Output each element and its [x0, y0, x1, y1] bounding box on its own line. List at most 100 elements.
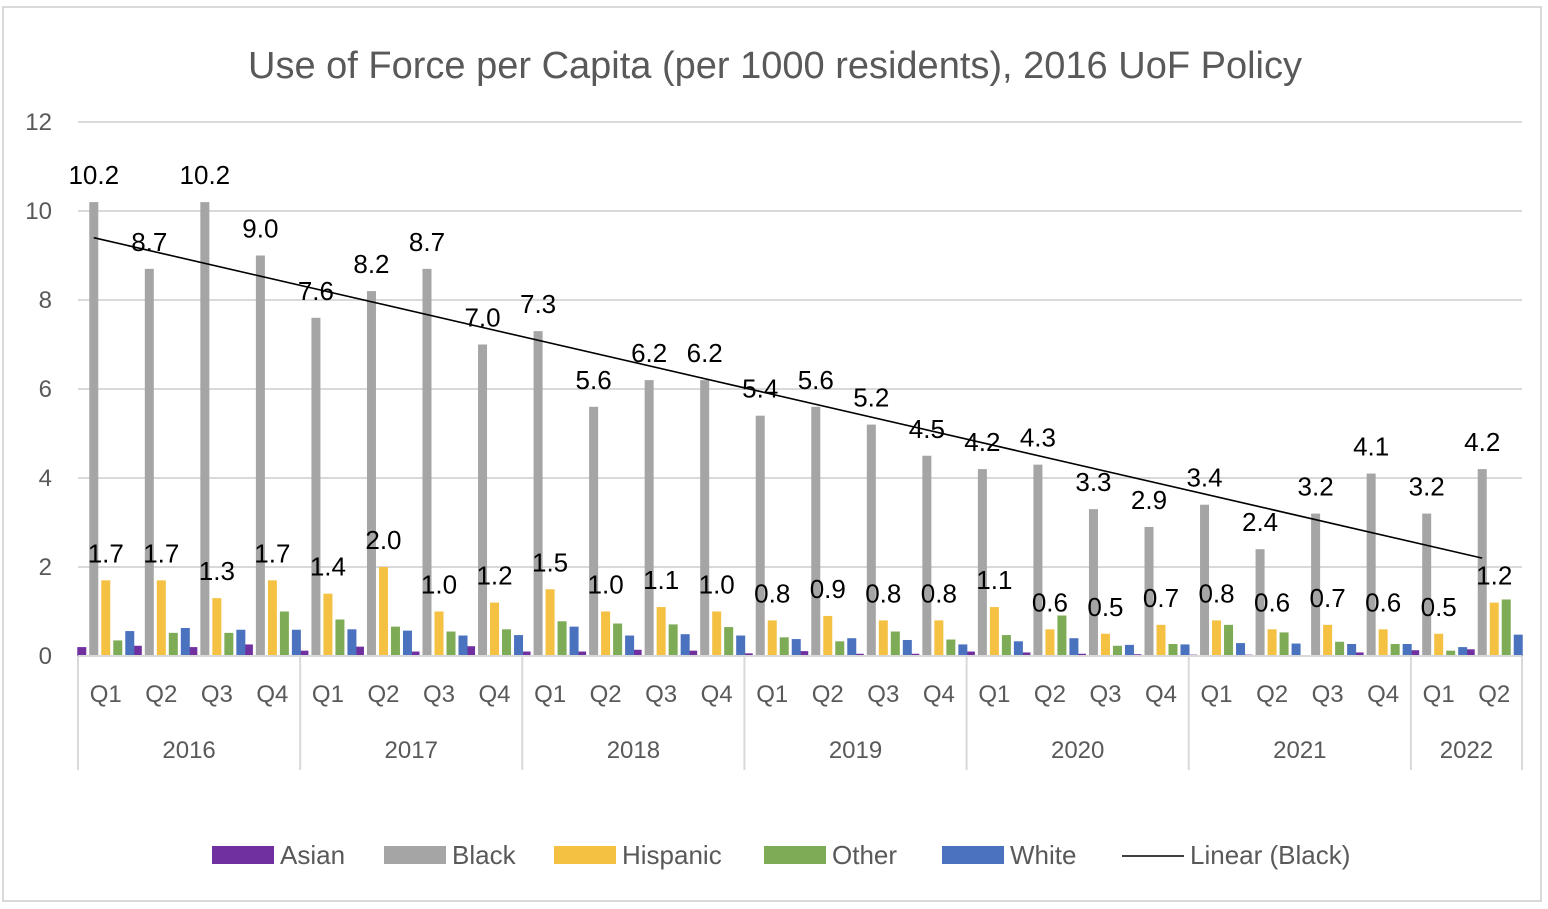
bar-white — [680, 634, 690, 656]
bar-white — [569, 626, 579, 656]
bar-black — [644, 380, 654, 656]
bar-white — [1513, 634, 1523, 656]
data-label-hispanic: 0.6 — [1032, 587, 1068, 617]
bar-other — [1057, 615, 1067, 656]
bar-hispanic — [545, 589, 555, 656]
legend-swatch-black — [384, 846, 446, 864]
quarter-tick-label: Q4 — [479, 681, 511, 708]
bar-black — [255, 255, 265, 656]
data-label-black: 5.4 — [742, 374, 778, 404]
bar-other — [779, 637, 789, 656]
bar-hispanic — [1489, 602, 1499, 656]
quarter-tick-label: Q4 — [1145, 681, 1177, 708]
bar-hispanic — [656, 607, 666, 656]
data-label-hispanic: 0.5 — [1421, 592, 1457, 622]
bar-hispanic — [878, 620, 888, 656]
bar-white — [1069, 638, 1079, 656]
bar-asian — [243, 644, 253, 656]
bar-other — [1446, 650, 1456, 656]
data-label-hispanic: 1.1 — [976, 565, 1012, 595]
bar-asian — [1354, 652, 1364, 656]
bar-other — [613, 623, 623, 656]
data-label-hispanic: 0.8 — [921, 578, 957, 608]
bar-black — [144, 268, 154, 656]
bar-white — [736, 635, 746, 656]
year-tick-label: 2018 — [607, 737, 660, 764]
bar-other — [668, 624, 678, 656]
bar-hispanic — [434, 611, 444, 656]
bar-black — [200, 202, 210, 656]
bar-hispanic — [490, 602, 500, 656]
data-label-black: 5.2 — [853, 383, 889, 413]
data-label-black: 9.0 — [242, 214, 278, 244]
legend-label-hispanic: Hispanic — [622, 840, 722, 870]
bar-black — [977, 469, 987, 656]
bar-asian — [910, 653, 920, 656]
data-label-black: 8.7 — [409, 227, 445, 257]
year-tick-label: 2020 — [1051, 737, 1104, 764]
bar-black — [1477, 469, 1487, 656]
y-tick-label: 6 — [39, 376, 52, 403]
year-tick-label: 2019 — [829, 737, 882, 764]
quarter-tick-label: Q1 — [90, 681, 122, 708]
bar-black — [866, 424, 876, 656]
y-tick-label: 8 — [39, 287, 52, 314]
bar-black — [589, 406, 599, 656]
legend: Asian Black Hispanic Other White Linear (Blac… — [212, 840, 1350, 870]
bar-hispanic — [1212, 620, 1222, 656]
bar-black — [922, 455, 932, 656]
legend-label-white: White — [1010, 840, 1076, 870]
quarter-tick-label: Q4 — [923, 681, 955, 708]
data-label-hispanic: 1.2 — [476, 561, 512, 591]
bar-other — [1279, 632, 1289, 656]
bar-hispanic — [101, 580, 111, 656]
data-label-black: 5.6 — [576, 365, 612, 395]
bar-asian — [410, 651, 420, 656]
x-axis: Q1 Q2 Q3 Q4 2016 Q1 Q2 Q3 Q4 2017 Q1 Q2 Q3 Q4 2018 Q1 Q2… — [77, 655, 1523, 770]
bar-white — [1180, 644, 1190, 656]
bar-asian — [854, 653, 864, 656]
bar-white — [625, 635, 635, 656]
bar-hispanic — [989, 607, 999, 656]
data-label-black: 10.2 — [68, 160, 119, 190]
legend-label-trendline: Linear (Black) — [1190, 840, 1350, 870]
bar-white — [1458, 647, 1468, 656]
data-label-hispanic: 1.5 — [532, 547, 568, 577]
trendline — [93, 236, 1483, 559]
bar-black — [1088, 509, 1098, 656]
bar-white — [236, 629, 246, 656]
data-label-black: 4.3 — [1020, 423, 1056, 453]
data-label-black: 6.2 — [687, 338, 723, 368]
y-tick-label: 0 — [39, 643, 52, 670]
y-tick-label: 4 — [39, 465, 52, 492]
bar-hispanic — [1045, 629, 1055, 656]
bar-other — [724, 627, 734, 656]
quarter-tick-label: Q4 — [256, 681, 288, 708]
data-label-black: 4.1 — [1353, 432, 1389, 462]
legend-label-black: Black — [452, 840, 517, 870]
quarter-tick-label: Q1 — [756, 681, 788, 708]
data-label-hispanic: 0.8 — [1198, 578, 1234, 608]
bar-white — [791, 639, 801, 656]
quarter-tick-label: Q1 — [978, 681, 1010, 708]
bar-asian — [466, 646, 476, 656]
quarter-tick-label: Q3 — [1312, 681, 1344, 708]
data-label-hispanic: 1.2 — [1476, 561, 1512, 591]
bar-hispanic — [767, 620, 777, 656]
bar-black — [533, 331, 543, 656]
bar-other — [446, 631, 456, 656]
bar-hispanic — [1378, 629, 1388, 656]
data-label-hispanic: 1.7 — [143, 538, 179, 568]
bar-other — [113, 640, 123, 656]
bar-other — [168, 632, 178, 656]
bar-white — [1124, 644, 1134, 656]
bar-asian — [743, 653, 753, 656]
data-label-hispanic: 0.7 — [1310, 583, 1346, 613]
bar-white — [291, 629, 301, 656]
year-tick-label: 2017 — [385, 737, 438, 764]
bar-asian — [632, 649, 642, 656]
data-label-hispanic: 1.0 — [588, 570, 624, 600]
data-label-black: 2.9 — [1131, 485, 1167, 515]
bar-other — [1224, 624, 1234, 656]
chart-svg: Use of Force per Capita (per 1000 reside… — [25, 45, 1523, 870]
